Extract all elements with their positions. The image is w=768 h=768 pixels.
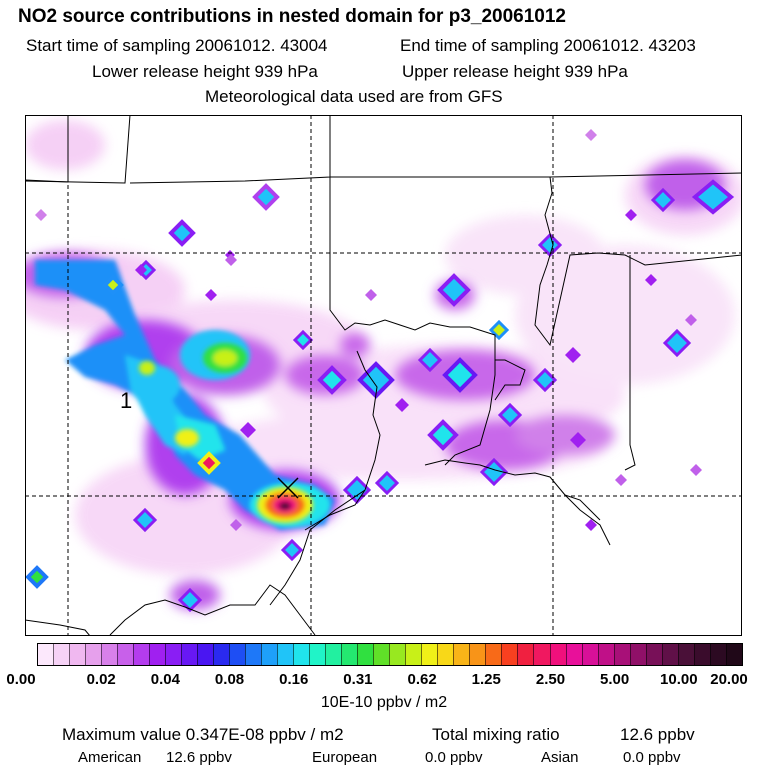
- legend-swatch: [229, 644, 246, 665]
- legend-swatch: [133, 644, 150, 665]
- legend-swatch: [565, 644, 582, 665]
- legend-swatch: [613, 644, 630, 665]
- american-value: 12.6 ppbv: [166, 749, 232, 766]
- legend-swatch: [197, 644, 214, 665]
- american-label: American: [78, 749, 142, 766]
- legend-swatch: [709, 644, 726, 665]
- legend-swatch: [645, 644, 662, 665]
- total-mixing-value: 12.6 ppbv: [620, 725, 695, 744]
- legend-tick-label: 0.31: [343, 671, 373, 688]
- legend-swatch: [533, 644, 550, 665]
- legend-tick-label: 1.25: [471, 671, 501, 688]
- legend-swatch: [373, 644, 390, 665]
- legend-swatch: [245, 644, 262, 665]
- scattered-hotspots: [25, 129, 735, 613]
- legend-swatch: [405, 644, 422, 665]
- map-frame: [25, 115, 742, 636]
- legend-tick-label: 0.04: [150, 671, 180, 688]
- legend-swatch: [693, 644, 710, 665]
- legend-swatch: [453, 644, 470, 665]
- legend-swatch: [661, 644, 678, 665]
- legend-swatch: [38, 644, 54, 665]
- legend-swatch: [469, 644, 486, 665]
- legend-swatch: [421, 644, 438, 665]
- legend-swatch: [261, 644, 278, 665]
- end-time-label: End time of sampling 20061012. 43203: [400, 36, 696, 55]
- legend-swatch: [597, 644, 614, 665]
- legend-swatch: [581, 644, 598, 665]
- legend-swatch: [389, 644, 406, 665]
- legend-swatch: [309, 644, 326, 665]
- legend-swatch: [725, 644, 742, 665]
- receptor-label: 1: [120, 388, 132, 413]
- start-time-label: Start time of sampling 20061012. 43004: [26, 36, 328, 55]
- legend-tick-label: 5.00: [600, 671, 630, 688]
- legend-swatch: [181, 644, 198, 665]
- legend-swatch: [53, 644, 70, 665]
- legend-swatch: [325, 644, 342, 665]
- european-value: 0.0 ppbv: [425, 749, 483, 766]
- legend-tick-label: 10.00: [660, 671, 698, 688]
- european-label: European: [312, 749, 378, 766]
- max-value-label: Maximum value 0.347E-08 ppbv / m2: [62, 725, 344, 744]
- legend-swatch: [213, 644, 230, 665]
- legend-tick-label: 0.02: [86, 671, 116, 688]
- legend-swatch: [677, 644, 694, 665]
- map-canvas: 1: [25, 115, 742, 636]
- legend-swatch: [277, 644, 294, 665]
- legend-swatch: [293, 644, 310, 665]
- release-marker: [277, 477, 299, 499]
- total-mixing-label: Total mixing ratio: [432, 725, 560, 744]
- legend-swatch: [85, 644, 102, 665]
- legend-tick-label: 0.08: [214, 671, 245, 688]
- legend-swatch: [149, 644, 166, 665]
- legend-swatch: [165, 644, 182, 665]
- color-legend-bar: [37, 643, 743, 666]
- asian-value: 0.0 ppbv: [623, 749, 681, 766]
- legend-swatch: [69, 644, 86, 665]
- legend-swatch: [501, 644, 518, 665]
- legend-swatch: [517, 644, 534, 665]
- legend-tick-label: 0.16: [279, 671, 309, 688]
- legend-units: 10E-10 ppbv / m2: [320, 694, 448, 711]
- legend-swatch: [341, 644, 358, 665]
- legend-swatch: [437, 644, 454, 665]
- legend-tick-label: 0.62: [407, 671, 437, 688]
- legend-swatch: [357, 644, 374, 665]
- meteorology-label: Meteorological data used are from GFS: [205, 87, 503, 106]
- legend-tick-label: 20.00: [710, 671, 748, 688]
- legend-swatch: [485, 644, 502, 665]
- legend-swatch: [549, 644, 566, 665]
- map-title: NO2 source contributions in nested domai…: [18, 6, 566, 27]
- legend-swatch: [117, 644, 134, 665]
- asian-label: Asian: [541, 749, 579, 766]
- lower-release-label: Lower release height 939 hPa: [92, 62, 318, 81]
- concentration-map: 1: [25, 115, 742, 636]
- upper-release-label: Upper release height 939 hPa: [402, 62, 628, 81]
- legend-tick-label: 0.00: [6, 671, 36, 688]
- legend-tick-label: 2.50: [535, 671, 566, 688]
- legend-swatch: [101, 644, 118, 665]
- graticule: [25, 115, 742, 636]
- legend-swatch: [629, 644, 646, 665]
